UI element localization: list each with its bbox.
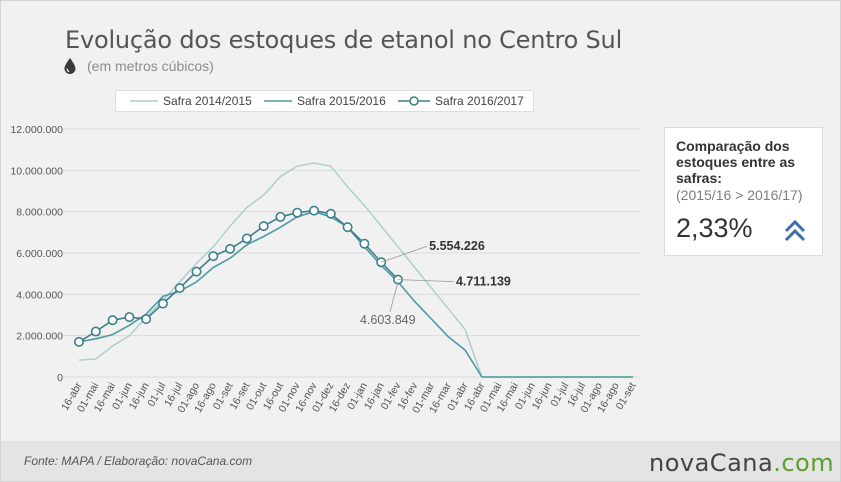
data-label: 5.554.226: [429, 239, 485, 253]
series-markers: [74, 205, 403, 347]
data-point: [275, 211, 286, 222]
comparison-panel: Comparação dos estoques entre as safras:…: [664, 127, 823, 256]
data-point: [191, 266, 202, 277]
data-point: [124, 312, 135, 323]
drop-icon: [64, 58, 76, 74]
series-lines: [78, 162, 633, 378]
brand-logo[interactable]: novaCana.com: [649, 449, 834, 477]
legend-swatch-2015-2016: [264, 100, 292, 102]
data-point: [141, 314, 152, 325]
data-point: [241, 233, 252, 244]
y-axis: 0 2.000.000 4.000.000 6.000.000 8.000.000 10.…: [10, 124, 63, 384]
data-point: [225, 243, 236, 254]
footer: Fonte: MAPA / Elaboração: novaCana.com n…: [1, 441, 840, 481]
source-note: Fonte: MAPA / Elaboração: novaCana.com: [24, 454, 253, 468]
y-tick-label: 0: [57, 372, 63, 384]
y-tick-label: 10.000.000: [10, 165, 63, 177]
y-tick-label: 8.000.000: [16, 207, 63, 219]
chart-title: Evolução dos estoques de etanol no Centr…: [65, 26, 623, 54]
logo-suffix: .com: [773, 449, 835, 477]
legend-item-2015-2016: Safra 2015/2016: [264, 91, 386, 111]
data-point: [90, 326, 101, 337]
legend-swatch-2014-2015: [130, 100, 158, 102]
y-tick-label: 12.000.000: [10, 124, 63, 136]
series-line-0: [78, 162, 633, 378]
legend-item-2016-2017: Safra 2016/2017: [398, 91, 524, 111]
data-point: [292, 207, 303, 218]
double-chevron-up-icon: [784, 219, 806, 242]
chart-subtitle: (em metros cúbicos): [87, 58, 214, 74]
series-line-1: [78, 210, 633, 378]
legend-label: Safra 2014/2015: [163, 94, 252, 108]
panel-title: Comparação dos estoques entre as safras:: [676, 138, 796, 186]
data-point: [258, 221, 269, 232]
data-point: [107, 315, 118, 326]
data-point: [325, 208, 336, 219]
y-tick-label: 4.000.000: [16, 289, 63, 301]
line-chart: 0 2.000.000 4.000.000 6.000.000 8.000.000 10.…: [10, 124, 641, 415]
legend-swatch-2016-2017: [398, 96, 430, 106]
data-point: [359, 238, 370, 249]
data-point: [309, 205, 320, 216]
data-point: [74, 336, 85, 347]
annotation-leader: [381, 245, 428, 263]
data-point: [208, 251, 219, 262]
legend-label: Safra 2016/2017: [435, 94, 524, 108]
annotations: 5.554.226 4.711.139 4.603.849: [360, 239, 511, 327]
data-point: [157, 298, 168, 309]
legend-label: Safra 2015/2016: [297, 94, 386, 108]
y-tick-label: 6.000.000: [16, 248, 63, 260]
gridlines: [63, 128, 641, 378]
data-point: [174, 283, 185, 294]
data-point: [342, 222, 353, 233]
legend: Safra 2014/2015 Safra 2015/2016 Safra 20…: [115, 90, 534, 112]
annotation-leader: [397, 279, 454, 283]
panel-value: 2,33%: [676, 213, 753, 243]
annotation-leader: [389, 281, 399, 312]
logo-main: novaCana: [649, 449, 774, 477]
y-tick-label: 2.000.000: [16, 331, 63, 343]
data-label: 4.711.139: [456, 275, 511, 289]
legend-item-2014-2015: Safra 2014/2015: [130, 91, 252, 111]
panel-subtitle: (2015/16 > 2016/17): [676, 187, 803, 203]
data-label: 4.603.849: [360, 313, 416, 327]
x-axis: 16-abr01-mai16-mai01-jun16-jun01-jul16-j…: [59, 380, 639, 415]
